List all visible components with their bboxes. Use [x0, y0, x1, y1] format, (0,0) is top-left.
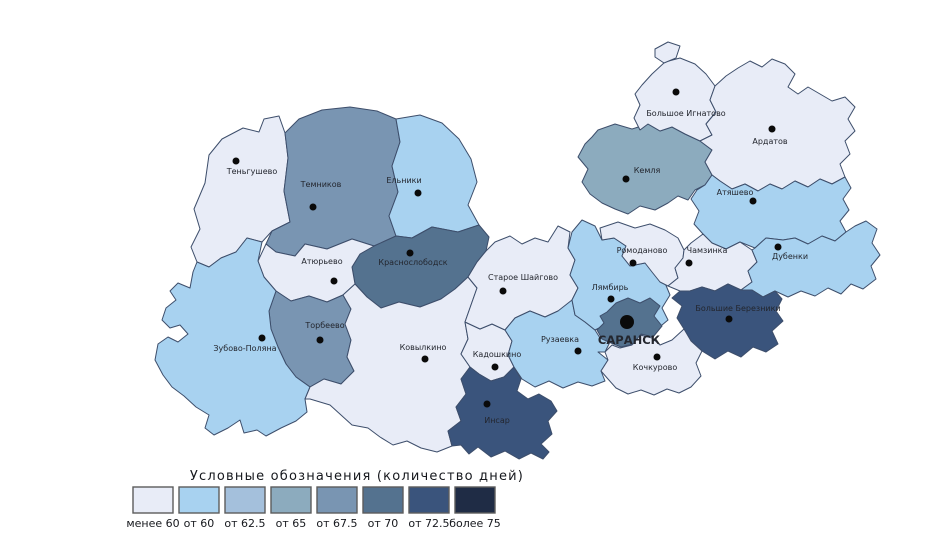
district-label-romodanovo: Ромоданово [617, 246, 668, 255]
district-center-dot-tengushevo [232, 157, 240, 165]
district-center-dot-kemlya [622, 175, 630, 183]
legend-label-2: от 62.5 [224, 517, 265, 530]
district-shape-bolshoe-ignatovo-exclave [654, 41, 681, 64]
district-label-staroe-shaygovo: Старое Шайгово [488, 273, 558, 282]
district-center-dot-staroe-shaygovo [499, 287, 507, 295]
district-label-kemlya: Кемля [634, 166, 661, 175]
district-center-dot-bolshie-berezniki [725, 315, 733, 323]
district-center-dot-chamzinka [685, 259, 693, 267]
district-center-dot-insar [483, 400, 491, 408]
legend-label-7: более 75 [449, 517, 501, 530]
district-label-ruzaevka: Рузаевка [541, 335, 579, 344]
district-label-krasnoslobodsk: Краснослободск [378, 258, 447, 267]
districts-layer [154, 41, 881, 460]
legend-label-6: от 72.5 [408, 517, 449, 530]
district-label-atyurevo: Атюрьево [301, 257, 342, 266]
district-center-dot-elniki [414, 189, 422, 197]
district-label-kochkurovo: Кочкурово [633, 363, 678, 372]
district-center-dot-romodanovo [629, 259, 637, 267]
district-center-dot-ruzaevka [574, 347, 582, 355]
legend-label-4: от 67.5 [316, 517, 357, 530]
legend-label-0: менее 60 [126, 517, 179, 530]
legend-swatch-1 [178, 486, 220, 514]
district-center-dot-saransk [620, 315, 634, 329]
legend-swatch-3 [270, 486, 312, 514]
district-label-dubenki: Дубенки [772, 252, 808, 261]
legend-label-5: от 70 [368, 517, 399, 530]
district-label-chamzinka: Чамзинка [687, 246, 728, 255]
district-label-tengushevo: Теньгушево [226, 167, 278, 176]
district-shape-ardatov [699, 58, 856, 192]
district-label-ardatov: Ардатов [752, 137, 788, 146]
legend-swatch-2 [224, 486, 266, 514]
district-shape-zubova-polyana [154, 237, 311, 437]
legend-label-1: от 60 [184, 517, 215, 530]
district-label-bolshoe-ignatovo: Большое Игнатово [646, 109, 725, 118]
district-label-temnikov: Темников [300, 180, 342, 189]
district-label-bolshie-berezniki: Большие Березники [695, 304, 780, 313]
legend: Условные обозначения (количество дней) ме… [126, 469, 524, 530]
legend-swatch-0 [132, 486, 174, 514]
district-center-dot-krasnoslobodsk [406, 249, 414, 257]
legend-swatch-4 [316, 486, 358, 514]
district-labels-layer: Теньгушево Темников Ельники Краснослободск А… [213, 109, 808, 425]
legend-title: Условные обозначения (количество дней) [190, 469, 524, 484]
district-label-kovylkino: Ковылкино [400, 343, 447, 352]
legend-swatch-5 [362, 486, 404, 514]
district-label-kadoshkino: Кадошкино [473, 350, 522, 359]
legend-label-3: от 65 [276, 517, 307, 530]
district-center-dot-temnikov [309, 203, 317, 211]
district-center-dot-lyambir [607, 295, 615, 303]
district-label-atyashevo: Атяшево [717, 188, 754, 197]
district-label-torbeevo: Торбеево [304, 321, 344, 330]
district-label-zubova-polyana: Зубово-Поляна [213, 344, 276, 353]
district-center-dot-torbeevo [316, 336, 324, 344]
legend-swatch-7 [454, 486, 496, 514]
district-center-dot-bolshoe-ignatovo [672, 88, 680, 96]
district-shape-insar [447, 366, 558, 460]
district-label-insar: Инсар [484, 416, 510, 425]
legend-swatch-6 [408, 486, 450, 514]
district-label-saransk: САРАНСК [598, 333, 661, 347]
district-center-dot-kovylkino [421, 355, 429, 363]
district-center-dot-zubova-polyana [258, 334, 266, 342]
district-label-lyambir: Лямбирь [592, 283, 629, 292]
district-center-dot-ardatov [768, 125, 776, 133]
district-center-dot-kochkurovo [653, 353, 661, 361]
district-center-dot-kadoshkino [491, 363, 499, 371]
district-center-dot-dubenki [774, 243, 782, 251]
district-center-dots-layer [232, 88, 782, 408]
district-shape-kovylkino [304, 276, 478, 453]
district-center-dot-atyurevo [330, 277, 338, 285]
district-center-dot-atyashevo [749, 197, 757, 205]
district-label-elniki: Ельники [386, 176, 421, 185]
